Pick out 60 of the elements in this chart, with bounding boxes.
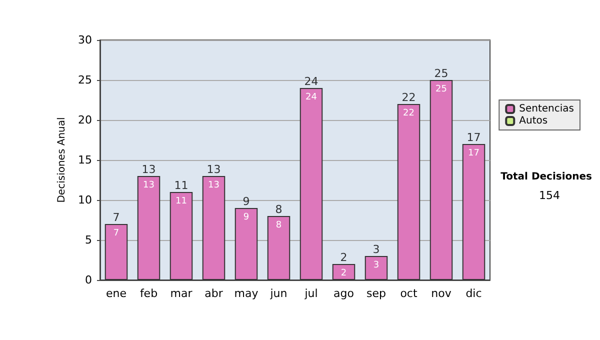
bar [104, 224, 128, 280]
x-tick-label: oct [400, 287, 418, 300]
x-tick-label: may [234, 287, 259, 300]
text: Total Decisiones [500, 172, 592, 182]
total-label: 17 [466, 131, 481, 144]
y-tick-label: 25 [78, 74, 92, 86]
x-tick-label: jul [304, 287, 318, 300]
total-label: 13 [206, 163, 221, 176]
data-label: 13 [143, 180, 154, 190]
total-label: 7 [112, 211, 120, 224]
total-label: 3 [372, 243, 380, 256]
total-label: 2 [340, 251, 348, 264]
legend-label: Autos [519, 116, 548, 126]
y-tick-label: 15 [78, 154, 92, 166]
total-label: 25 [434, 67, 448, 80]
x-tick-label: abr [204, 287, 224, 300]
data-label: 13 [208, 180, 220, 190]
bar [397, 104, 420, 280]
data-label: 8 [276, 220, 282, 230]
total-label: 13 [142, 163, 156, 176]
y-tick-label: 10 [78, 194, 92, 206]
data-label: 11 [176, 196, 187, 206]
total-label: 9 [242, 195, 250, 208]
x-tick-label: nov [431, 287, 452, 300]
bar [300, 88, 323, 280]
total-label: 22 [402, 91, 416, 104]
bar [234, 208, 258, 280]
bar [170, 192, 193, 280]
data-label: 7 [113, 228, 120, 238]
y-axis-title: Decisiones Anual [56, 117, 68, 203]
x-tick-label: ago [334, 287, 354, 300]
x-tick-label: feb [140, 287, 158, 300]
text: 154 [539, 189, 560, 202]
bar [364, 256, 388, 280]
data-label: 25 [436, 84, 447, 94]
x-tick-label: jun [269, 287, 288, 300]
bar [202, 176, 226, 280]
x-tick-label: sep [366, 287, 386, 300]
data-label: 3 [373, 260, 380, 270]
y-tick-label: 20 [78, 114, 92, 126]
x-tick-label: mar [170, 287, 193, 300]
bar [267, 216, 290, 280]
data-label: 2 [340, 268, 347, 278]
bar [332, 264, 356, 280]
x-tick-label: dic [466, 287, 482, 300]
total-label: 11 [174, 179, 188, 192]
data-label: 22 [403, 108, 414, 118]
y-tick-label: 30 [78, 34, 92, 46]
y-tick-label: 0 [85, 274, 92, 286]
bar [430, 80, 453, 280]
legend-label: Sentencias [519, 104, 574, 114]
bar [462, 144, 486, 280]
data-label: 24 [306, 92, 318, 102]
data-label: 17 [468, 148, 480, 158]
x-tick-label: ene [106, 287, 127, 300]
total-label: 8 [275, 203, 282, 216]
y-tick-label: 5 [85, 234, 92, 246]
total-label: 24 [304, 75, 318, 88]
data-label: 9 [243, 212, 250, 222]
bar [137, 176, 160, 280]
